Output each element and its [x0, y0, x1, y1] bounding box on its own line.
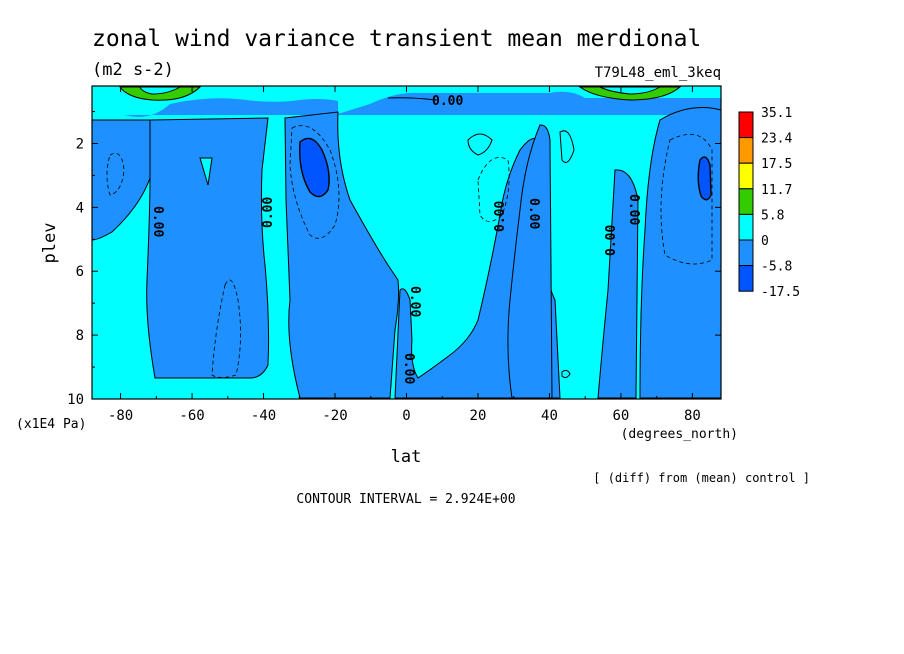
colorbar-label: 0 — [761, 234, 769, 249]
contour-label-south-polar: 0.00 — [150, 206, 165, 237]
contour-label-northern-midlat: 0.00 — [526, 198, 541, 229]
plot-area: 0.00 0.00 0.00 0.00 0.00 0.00 0.00 0.00 … — [92, 86, 721, 399]
dashed-contours — [106, 125, 713, 378]
small-positive-dip — [199, 157, 213, 186]
colorbar-swatch — [738, 188, 754, 215]
colorbar-label: -17.5 — [761, 285, 800, 300]
y-tick-label: 6 — [76, 264, 84, 280]
contour-label-north-polar: 0.00 — [626, 194, 641, 225]
x-tick-label: 0 — [402, 408, 410, 424]
dashed-contour-south-polar — [106, 152, 125, 196]
strong-negative-cores — [299, 137, 712, 201]
y-tick-label: 2 — [76, 136, 84, 152]
colorbar-label: 11.7 — [761, 183, 792, 198]
colorbar-swatch — [738, 265, 754, 292]
positive-patch-south-inner — [139, 86, 182, 95]
y-axis: 2 4 6 8 10 — [67, 111, 721, 408]
chart-subtitle: (m2 s-2) — [92, 60, 174, 80]
top-zero-contour — [387, 97, 437, 101]
positive-patch-north-inner — [599, 86, 662, 95]
contour-interval: CONTOUR INTERVAL = 2.924E+00 — [296, 492, 515, 507]
dashed-contour-northern-polar — [660, 133, 713, 265]
dashed-contour-southern-low — [211, 279, 241, 378]
comparison-note: [ (diff) from (mean) control ] — [593, 471, 810, 485]
y-tick-label: 8 — [76, 328, 84, 344]
colorbar-label: 5.8 — [761, 208, 784, 223]
negative-region-northern-midlat — [507, 124, 553, 399]
solid-contours — [199, 97, 575, 379]
x-tick-label: -60 — [179, 408, 204, 424]
x-axis-label: lat — [391, 447, 422, 467]
y-axis-units: (x1E4 Pa) — [16, 417, 86, 432]
x-tick-label: 40 — [541, 408, 558, 424]
chart-title: zonal wind variance transient mean merdi… — [92, 26, 701, 52]
small-positive-loop — [467, 133, 493, 156]
colorbar-swatch — [738, 239, 754, 267]
contour-label-top: 0.00 — [432, 94, 463, 109]
x-axis-units: (degrees_north) — [621, 427, 738, 442]
small-positive-loop-2 — [559, 130, 575, 163]
y-tick-label: 10 — [67, 392, 84, 408]
negative-region-northern-subpolar — [597, 169, 639, 399]
x-tick-label: 80 — [684, 408, 701, 424]
x-tick-label: -80 — [108, 408, 133, 424]
colorbar-swatch — [738, 137, 754, 164]
contour-labels: 0.00 0.00 0.00 0.00 0.00 0.00 0.00 0.00 … — [150, 94, 641, 384]
run-label: T79L48_eml_3keq — [595, 65, 721, 81]
strong-negative-core-south — [299, 137, 330, 198]
colorbar-label: 17.5 — [761, 157, 792, 172]
negative-region-southern-midlat — [146, 117, 270, 379]
colorbar-swatch — [738, 111, 754, 139]
colorbar-label: 35.1 — [761, 106, 792, 121]
contour-label-tropical: 0.00 — [493, 201, 508, 232]
x-tick-label: 20 — [470, 408, 487, 424]
x-tick-label: 60 — [613, 408, 630, 424]
x-axis: -80 -60 -40 -20 0 20 40 60 80 — [108, 86, 701, 424]
y-tick-label: 4 — [76, 200, 84, 216]
small-marker-loop — [561, 369, 571, 379]
colorbar-swatch — [738, 162, 754, 190]
contour-label-northern-subpolar: 0.00 — [604, 225, 619, 256]
contour-label-equator: 0.00 — [407, 286, 422, 317]
y-axis-label: plev — [40, 223, 60, 264]
colorbar-label: 23.4 — [761, 132, 792, 147]
x-tick-label: -40 — [251, 408, 276, 424]
negative-region-southern-top — [92, 91, 721, 117]
positive-top-patches — [119, 86, 682, 101]
x-tick-label: -20 — [322, 408, 347, 424]
strong-negative-core-north — [697, 156, 712, 201]
colorbar-label: -5.8 — [761, 260, 792, 275]
colorbar: 35.1 23.4 17.5 11.7 5.8 0 -5.8 -17.5 — [738, 106, 800, 300]
contour-label-equator-low: 0.00 — [401, 353, 416, 384]
dashed-contour-tropical — [477, 157, 510, 222]
colorbar-swatch — [738, 213, 754, 241]
contour-label-southern-midlat: 0.00 — [261, 197, 276, 228]
